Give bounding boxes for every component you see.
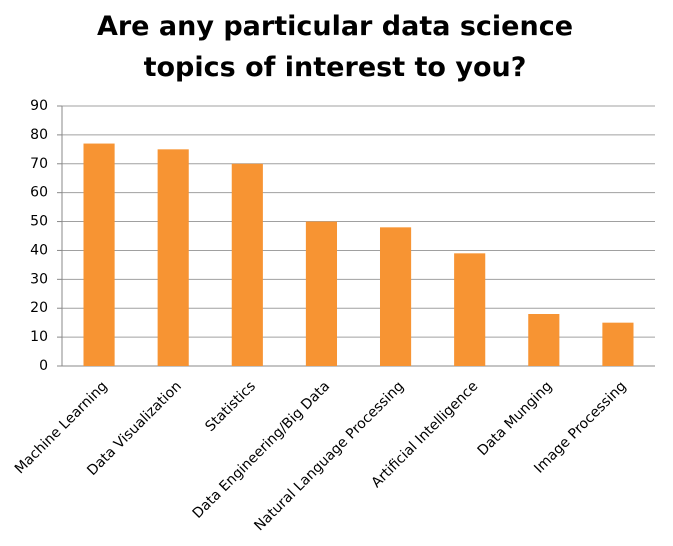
x-tick-label: Data Munging bbox=[475, 378, 556, 459]
y-tick-label: 40 bbox=[30, 242, 48, 258]
bar bbox=[231, 163, 263, 366]
y-tick-label: 60 bbox=[30, 185, 48, 201]
bar bbox=[454, 253, 486, 366]
chart-title: Are any particular data science topics o… bbox=[96, 11, 574, 83]
bar bbox=[379, 227, 412, 366]
bar bbox=[602, 322, 634, 366]
bar bbox=[157, 149, 189, 366]
x-tick-label: Natural Language Processing bbox=[251, 378, 407, 534]
y-tick-label: 10 bbox=[30, 329, 48, 345]
y-tick-label: 50 bbox=[30, 214, 48, 230]
bar bbox=[528, 314, 560, 366]
y-tick-label: 80 bbox=[30, 127, 48, 143]
y-tick-label: 20 bbox=[30, 300, 48, 316]
x-tick-label: Statistics bbox=[202, 378, 259, 435]
y-tick-label: 0 bbox=[39, 358, 48, 374]
x-tick-label: Data Engineering/Big Data bbox=[190, 378, 333, 521]
bar bbox=[83, 143, 115, 366]
bar bbox=[305, 221, 338, 366]
y-tick-label: 90 bbox=[30, 98, 48, 114]
y-tick-label: 70 bbox=[30, 156, 48, 172]
y-tick-label: 30 bbox=[30, 271, 48, 287]
